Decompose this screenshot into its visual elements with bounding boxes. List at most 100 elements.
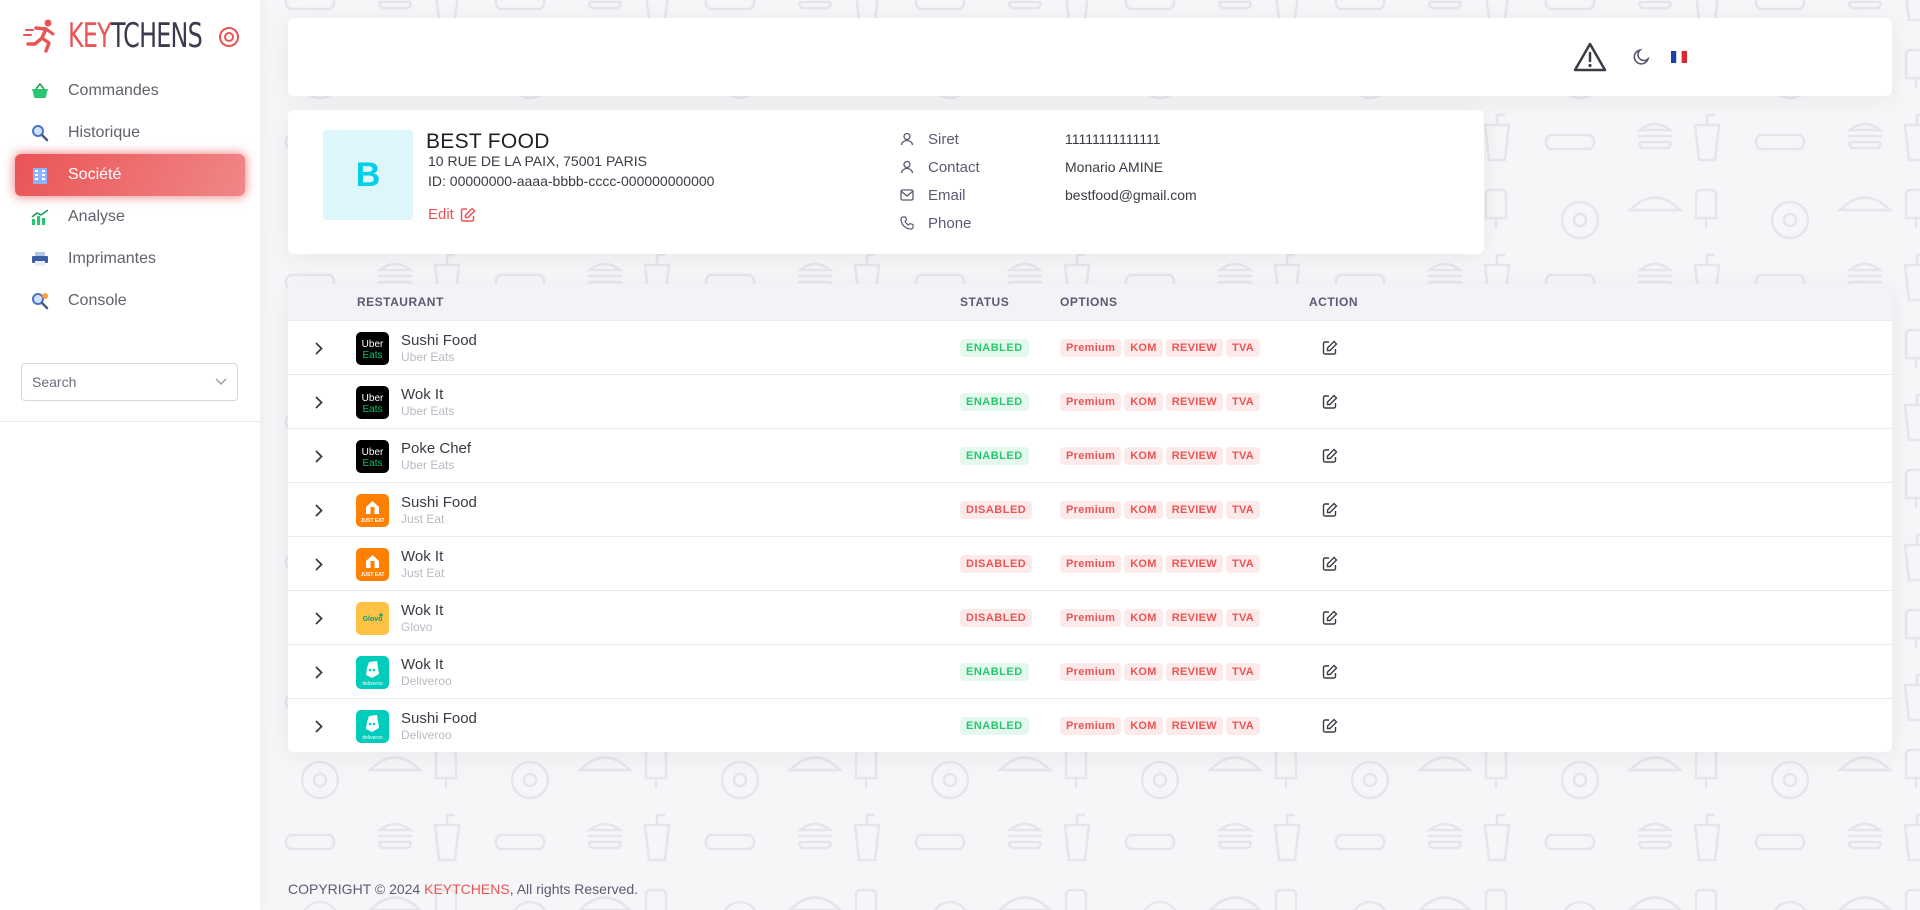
sidebar: KEYTCHENS Commandes Historique Société [0, 0, 260, 910]
restaurant-platform: Deliveroo [401, 674, 452, 688]
option-badge: KOM [1124, 393, 1163, 411]
edit-row-button[interactable] [1320, 699, 1340, 752]
option-badge: KOM [1124, 663, 1163, 681]
edit-row-button[interactable] [1320, 483, 1340, 537]
top-header [288, 18, 1892, 96]
info-label: Email [928, 186, 966, 204]
sidebar-item-analyse[interactable]: Analyse [15, 196, 245, 238]
svg-text:Eats: Eats [362, 458, 382, 469]
edit-row-button[interactable] [1320, 537, 1340, 591]
status-cell: ENABLED [960, 321, 1029, 375]
svg-text:JUST EAT: JUST EAT [361, 572, 385, 578]
restaurant-cell: Wok It Deliveroo [401, 645, 452, 699]
restaurant-cell: Poke Chef Uber Eats [401, 429, 471, 483]
edit-row-button[interactable] [1320, 375, 1340, 429]
option-badge: REVIEW [1165, 663, 1223, 681]
runner-logo-icon [23, 19, 55, 53]
edit-row-button[interactable] [1320, 429, 1340, 483]
platform-logo: Uber Eats [356, 375, 389, 429]
edit-row-button[interactable] [1320, 645, 1340, 699]
user-icon [900, 159, 916, 175]
edit-company-link[interactable]: Edit [428, 206, 476, 223]
option-badge: Premium [1060, 609, 1122, 627]
options-cell: Premium KOM REVIEW TVA [1060, 321, 1261, 375]
restaurant-cell: Wok It Glovo [401, 591, 443, 645]
option-badge: KOM [1124, 339, 1163, 357]
option-badge: KOM [1124, 609, 1163, 627]
edit-icon [460, 206, 476, 222]
options-cell: Premium KOM REVIEW TVA [1060, 699, 1261, 752]
sidebar-item-console[interactable]: Console [15, 280, 245, 322]
chevron-right-icon [315, 504, 323, 516]
status-cell: DISABLED [960, 591, 1033, 645]
option-badge: TVA [1225, 393, 1261, 411]
options-cell: Premium KOM REVIEW TVA [1060, 429, 1261, 483]
restaurant-cell: Sushi Food Uber Eats [401, 321, 477, 375]
sidebar-item-commandes[interactable]: Commandes [15, 70, 245, 112]
info-value: bestfood@gmail.com [1065, 187, 1197, 203]
chevron-right-icon [315, 396, 323, 408]
footer-copyright: COPYRIGHT © 2024 [288, 881, 425, 897]
svg-text:deliveroo: deliveroo [362, 735, 383, 741]
status-cell: DISABLED [960, 483, 1033, 537]
expand-row-button[interactable] [309, 483, 329, 537]
option-badge: TVA [1225, 501, 1261, 519]
status-badge: DISABLED [960, 609, 1033, 627]
restaurant-name: Wok It [401, 656, 444, 673]
edit-row-button[interactable] [1320, 321, 1340, 375]
expand-row-button[interactable] [309, 429, 329, 483]
table-row: deliveroo Wok It Deliveroo ENABLED Premi… [288, 644, 1892, 698]
warning-icon[interactable] [1572, 18, 1608, 96]
uber-eats-logo-icon: Uber Eats [356, 439, 389, 473]
svg-text:Uber: Uber [362, 339, 384, 350]
option-badge: KOM [1124, 717, 1163, 735]
info-label: Siret [928, 130, 959, 148]
edit-icon [1322, 394, 1338, 409]
svg-text:Uber: Uber [362, 393, 384, 404]
footer-brand-link[interactable]: KEYTCHENS [424, 881, 510, 897]
sidebar-item-historique[interactable]: Historique [15, 112, 245, 154]
mail-icon [900, 187, 916, 203]
option-badge: REVIEW [1165, 555, 1223, 573]
moon-icon[interactable] [1631, 18, 1653, 96]
col-restaurant: RESTAURANT [357, 295, 444, 309]
expand-row-button[interactable] [309, 699, 329, 752]
table-row: Uber Eats Sushi Food Uber Eats ENABLED Pr… [288, 320, 1892, 374]
brand-name-tchens: TCHENS [110, 16, 203, 56]
collapse-sidebar-toggle[interactable] [219, 27, 239, 47]
sidebar-item-label: Historique [68, 124, 141, 141]
sidebar-item-societe[interactable]: Société [15, 154, 245, 196]
platform-logo: JUST EAT [356, 483, 389, 537]
expand-row-button[interactable] [309, 375, 329, 429]
expand-row-button[interactable] [309, 321, 329, 375]
restaurants-table: RESTAURANT STATUS OPTIONS ACTION Uber Eat… [288, 284, 1892, 752]
table-row: Glovo Wok It Glovo DISABLED Premium KOM RE… [288, 590, 1892, 644]
expand-row-button[interactable] [309, 645, 329, 699]
edit-icon [1322, 664, 1338, 679]
magnifier-icon [30, 123, 50, 143]
edit-icon [1322, 340, 1338, 355]
expand-row-button[interactable] [309, 591, 329, 645]
sidebar-item-imprimantes[interactable]: Imprimantes [15, 238, 245, 280]
info-label: Contact [928, 158, 980, 176]
options-cell: Premium KOM REVIEW TVA [1060, 591, 1261, 645]
french-flag-icon[interactable] [1670, 18, 1688, 96]
chevron-right-icon [315, 720, 323, 732]
option-badge: TVA [1225, 663, 1261, 681]
search-select[interactable]: Search [21, 363, 238, 401]
footer-rights: , All rights Reserved. [509, 881, 639, 897]
restaurant-name: Sushi Food [401, 710, 477, 727]
col-status: STATUS [960, 295, 1010, 309]
option-badge: Premium [1060, 447, 1122, 465]
svg-text:deliveroo: deliveroo [362, 681, 383, 687]
edit-label: Edit [428, 206, 454, 223]
expand-row-button[interactable] [309, 537, 329, 591]
edit-row-button[interactable] [1320, 591, 1340, 645]
brand[interactable]: KEYTCHENS [0, 0, 260, 72]
platform-logo: Uber Eats [356, 321, 389, 375]
edit-icon [1322, 718, 1338, 733]
platform-logo: deliveroo [356, 645, 389, 699]
deliveroo-logo-icon: deliveroo [356, 709, 389, 743]
restaurant-platform: Deliveroo [401, 728, 452, 742]
chevron-down-icon [215, 378, 227, 386]
